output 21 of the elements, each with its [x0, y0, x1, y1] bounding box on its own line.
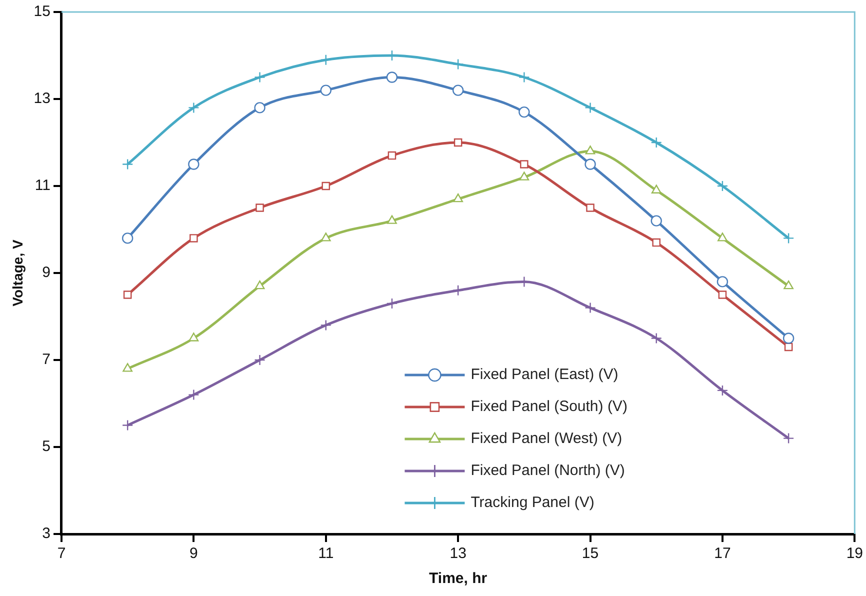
legend-label: Fixed Panel (East) (V) [470, 366, 618, 384]
x-tick-label: 19 [846, 545, 863, 562]
x-axis-title: Time, hr [429, 570, 488, 588]
x-tick-label: 11 [318, 545, 334, 562]
x-tick-label: 7 [57, 545, 66, 562]
y-tick-label: 7 [42, 351, 50, 368]
legend-label: Fixed Panel (West) (V) [470, 430, 622, 448]
x-tick-label: 9 [190, 545, 198, 562]
legend-label: Fixed Panel (South) (V) [470, 398, 628, 416]
legend-label: Fixed Panel (North) (V) [470, 462, 625, 480]
y-tick-label: 11 [34, 177, 50, 194]
x-tick-label: 17 [714, 545, 731, 562]
x-tick-label: 13 [450, 545, 466, 562]
x-tick-label: 15 [582, 545, 599, 562]
y-axis-title: Voltage, V [9, 239, 26, 306]
legend-label: Tracking Panel (V) [470, 494, 594, 512]
y-tick-label: 13 [34, 90, 50, 108]
y-tick-label: 15 [34, 3, 50, 20]
y-tick-label: 9 [42, 264, 50, 282]
y-tick-label: 3 [42, 525, 50, 542]
y-tick-label: 5 [42, 438, 50, 456]
